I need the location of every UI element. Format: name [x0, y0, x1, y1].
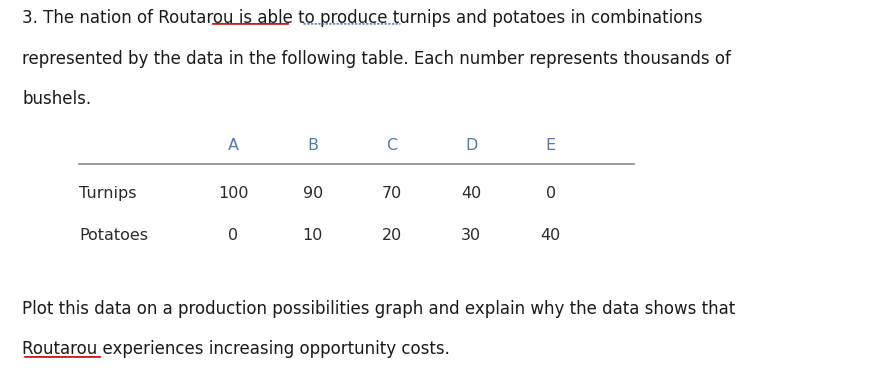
Text: 0: 0	[545, 186, 556, 201]
Text: bushels.: bushels.	[22, 90, 91, 108]
Text: 90: 90	[303, 186, 322, 201]
Text: 0: 0	[228, 228, 239, 243]
Text: 3. The nation of Routarou is able to produce turnips and potatoes in combination: 3. The nation of Routarou is able to pro…	[22, 9, 703, 27]
Text: 10: 10	[302, 228, 323, 243]
Text: 40: 40	[462, 186, 481, 201]
Text: B: B	[307, 138, 318, 153]
Text: Plot this data on a production possibilities graph and explain why the data show: Plot this data on a production possibili…	[22, 300, 736, 318]
Text: Turnips: Turnips	[79, 186, 137, 201]
Text: C: C	[387, 138, 397, 153]
Text: 30: 30	[462, 228, 481, 243]
Text: Routarou experiences increasing opportunity costs.: Routarou experiences increasing opportun…	[22, 340, 450, 358]
Text: 70: 70	[382, 186, 402, 201]
Text: Potatoes: Potatoes	[79, 228, 148, 243]
Text: A: A	[228, 138, 239, 153]
Text: 100: 100	[218, 186, 248, 201]
Text: E: E	[545, 138, 556, 153]
Text: 20: 20	[382, 228, 402, 243]
Text: represented by the data in the following table. Each number represents thousands: represented by the data in the following…	[22, 50, 731, 68]
Text: 40: 40	[541, 228, 560, 243]
Text: D: D	[465, 138, 478, 153]
